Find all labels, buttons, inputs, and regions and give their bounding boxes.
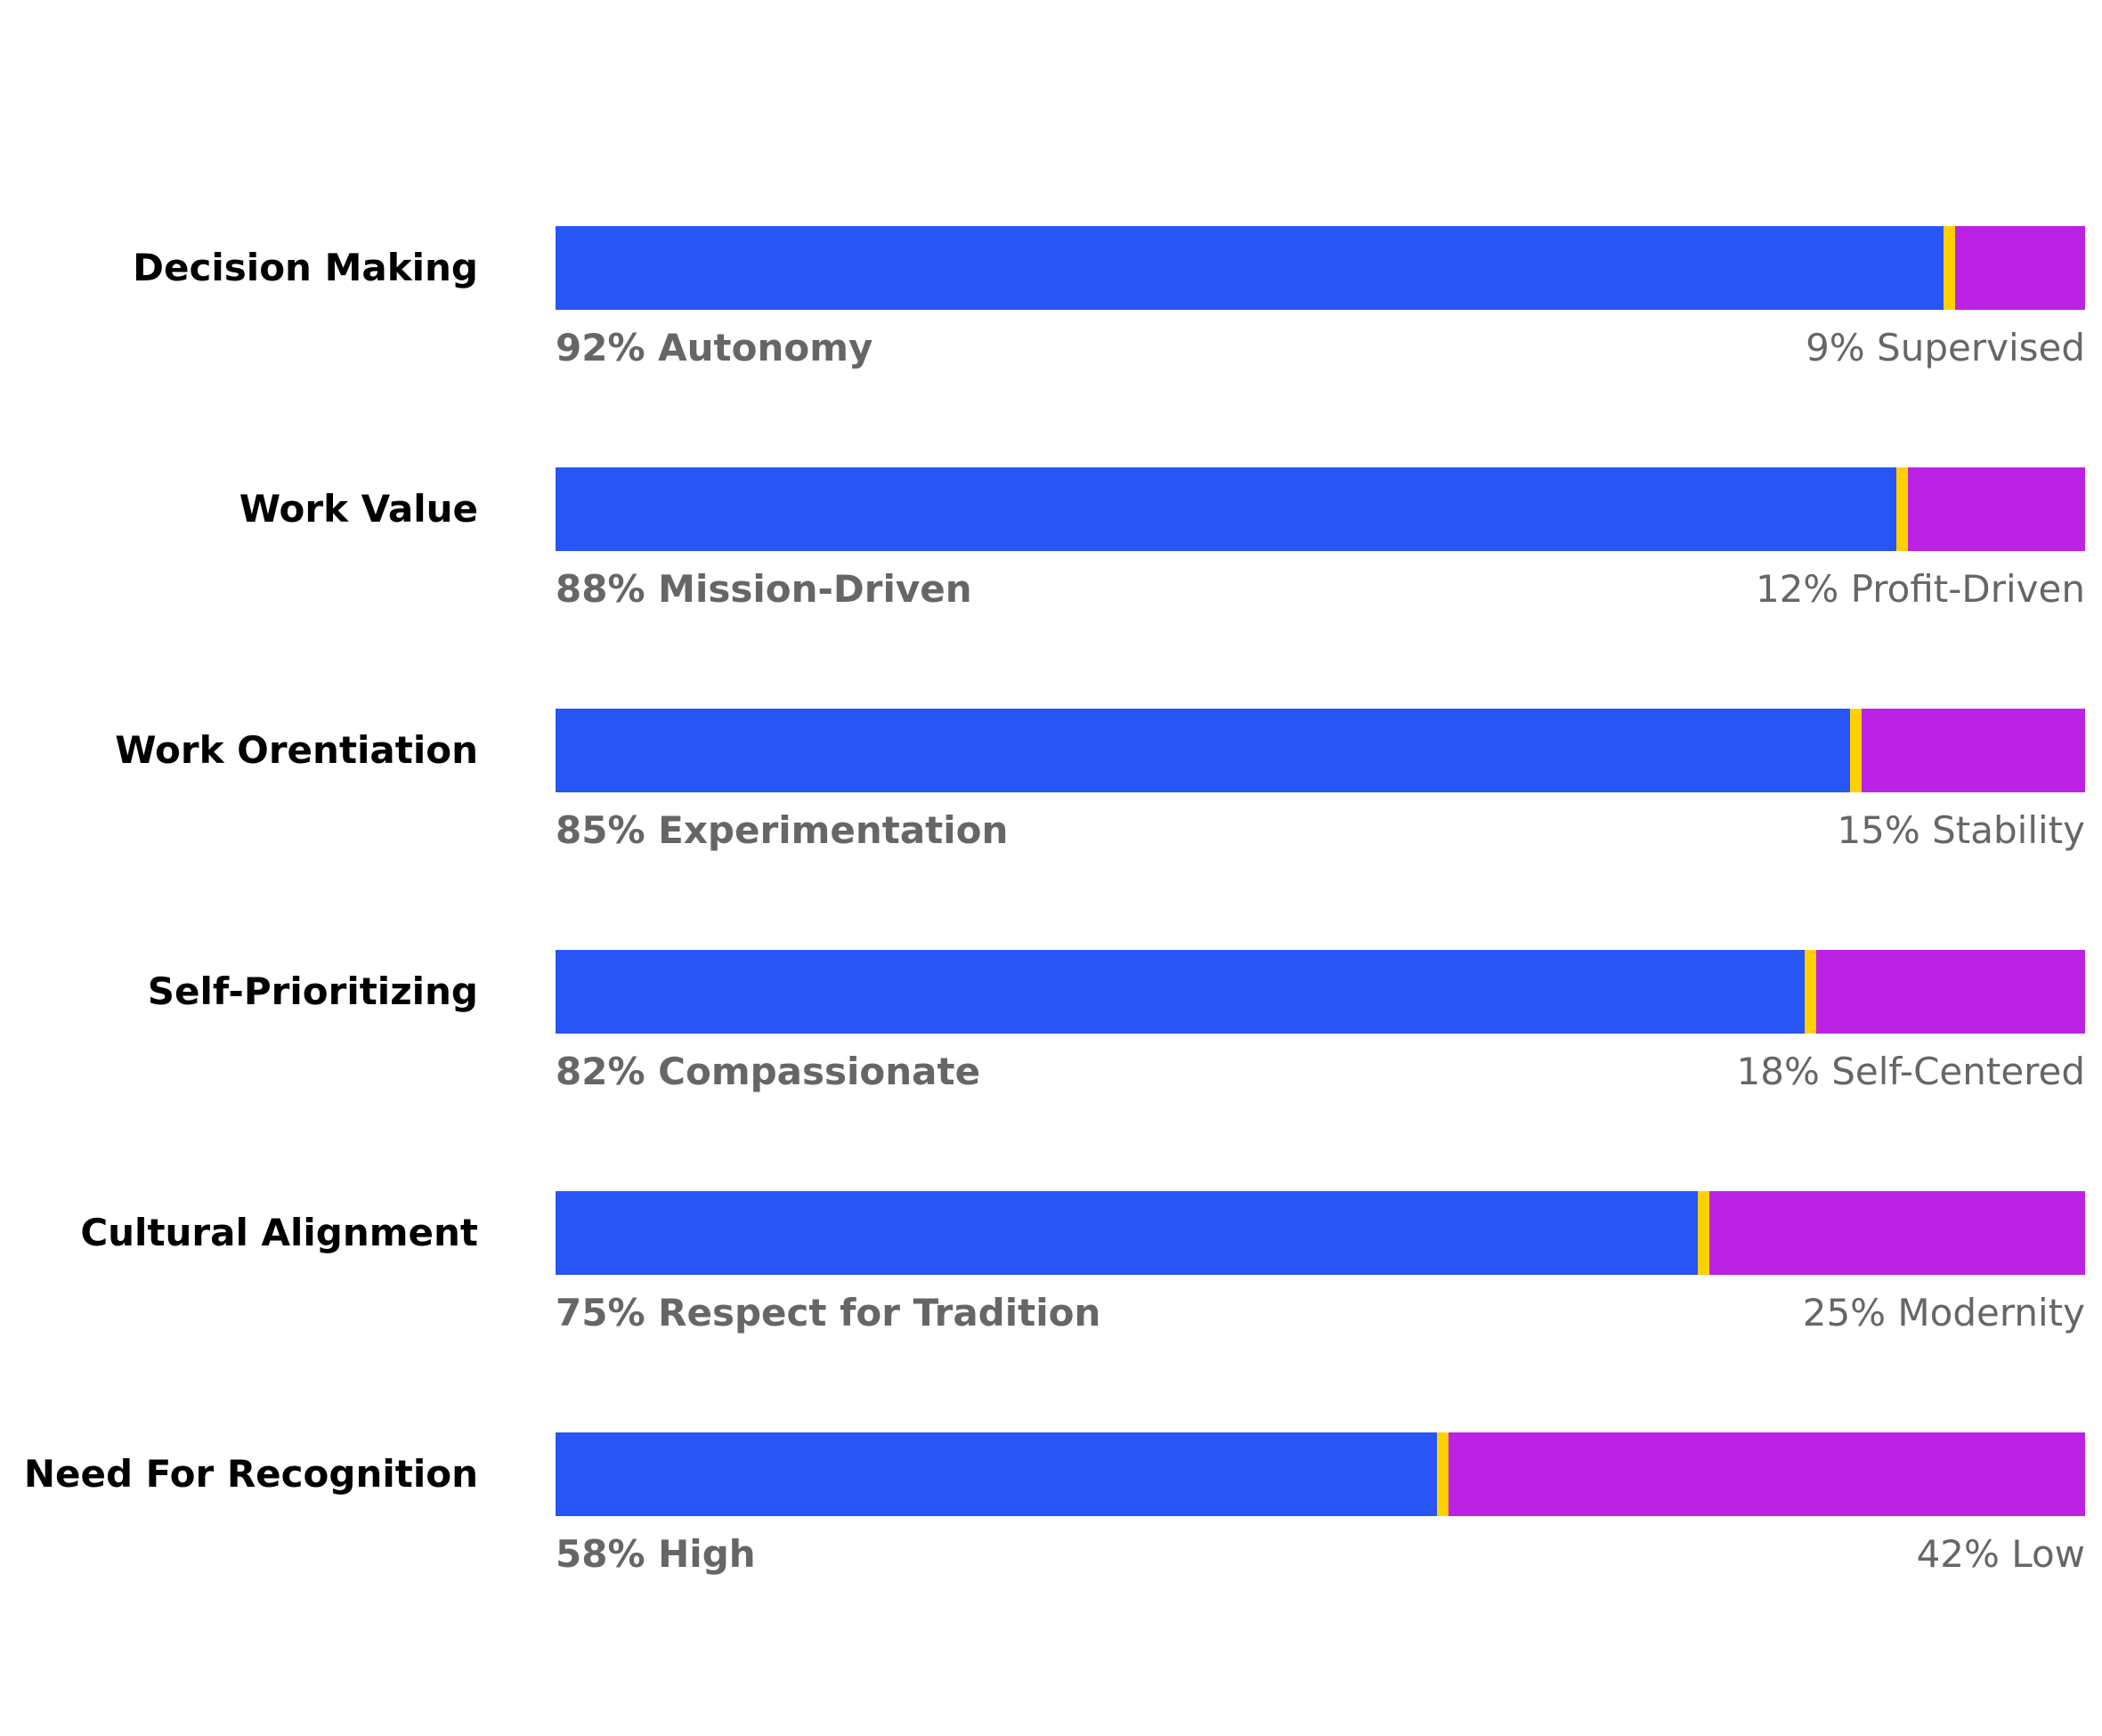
bar-divider-marker (1944, 226, 1955, 310)
bar-segment-left (556, 467, 1902, 551)
stacked-bar (556, 950, 2085, 1034)
category-label: Need For Recognition (23, 1452, 478, 1496)
left-value-label: 75% Respect for Tradition (556, 1291, 1101, 1334)
left-value-label: 92% Autonomy (556, 326, 873, 369)
chart-row: Work Orentiation 85% Experimentation 15% S… (0, 709, 2102, 905)
bar-divider-marker (1850, 709, 1862, 792)
bar-segment-right (1703, 1191, 2085, 1275)
bar-segment-right (1442, 1432, 2085, 1516)
chart-row: Decision Making 92% Autonomy 9% Supervised (0, 226, 2102, 422)
stacked-bar (556, 467, 2085, 551)
stacked-bar (556, 1191, 2085, 1275)
stacked-bar (556, 226, 2085, 310)
left-value-label: 82% Compassionate (556, 1050, 981, 1093)
right-value-label: 42% Low (1916, 1532, 2085, 1576)
bar-segment-left (556, 950, 1810, 1034)
category-label: Self-Prioritizing (147, 969, 478, 1013)
chart-row: Cultural Alignment 75% Respect for Tradit… (0, 1191, 2102, 1387)
bar-segment-left (556, 1191, 1703, 1275)
bar-segment-right (1902, 467, 2085, 551)
bar-divider-marker (1896, 467, 1908, 551)
bar-segment-left (556, 1432, 1442, 1516)
bar-segment-right (1810, 950, 2085, 1034)
chart-row: Need For Recognition 58% High 42% Low (0, 1432, 2102, 1628)
left-value-label: 58% High (556, 1532, 756, 1576)
bar-divider-marker (1698, 1191, 1709, 1275)
left-value-label: 85% Experimentation (556, 808, 1009, 852)
bar-divider-marker (1805, 950, 1816, 1034)
right-value-label: 12% Profit-Driven (1755, 567, 2085, 611)
category-label: Decision Making (133, 246, 478, 289)
chart-row: Self-Prioritizing 82% Compassionate 18% Se… (0, 950, 2102, 1146)
chart-row: Work Value 88% Mission-Driven 12% Profit-D… (0, 467, 2102, 663)
right-value-label: 15% Stability (1837, 808, 2085, 852)
category-label: Cultural Alignment (80, 1211, 478, 1254)
bar-segment-right (1855, 709, 2085, 792)
category-label: Work Orentiation (115, 728, 478, 772)
right-value-label: 18% Self-Centered (1736, 1050, 2085, 1093)
right-value-label: 25% Modernity (1802, 1291, 2085, 1334)
stacked-bar (556, 709, 2085, 792)
bar-segment-right (1949, 226, 2085, 310)
stacked-bar (556, 1432, 2085, 1516)
bar-segment-left (556, 226, 1949, 310)
category-label: Work Value (239, 487, 478, 531)
left-value-label: 88% Mission-Driven (556, 567, 972, 611)
right-value-label: 9% Supervised (1806, 326, 2085, 369)
bar-segment-left (556, 709, 1855, 792)
bar-divider-marker (1437, 1432, 1449, 1516)
